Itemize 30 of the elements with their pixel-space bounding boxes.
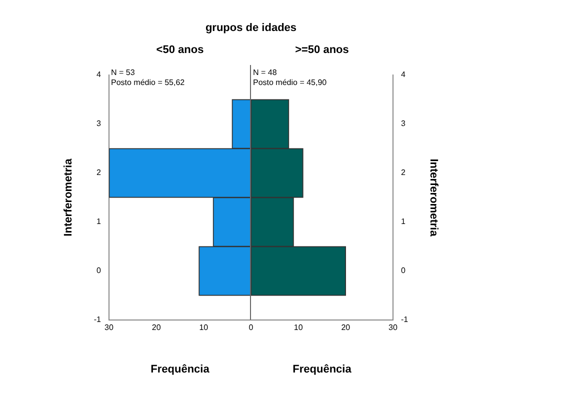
y-tick-label: 3 — [401, 119, 406, 128]
y-tick-label: -1 — [401, 315, 409, 324]
x-tick-label: 0 — [248, 323, 254, 332]
y-tick-label: 3 — [96, 119, 102, 128]
y-tick-label: -1 — [94, 315, 102, 324]
y-tick-label: 4 — [96, 70, 102, 80]
y-axis-title: Interferometria — [62, 158, 75, 236]
y-tick-label: 1 — [96, 217, 102, 226]
x-axis-title: Frequência — [150, 363, 210, 376]
x-axis-title: Frequência — [292, 363, 352, 376]
y-axis-title: Interferometria — [427, 158, 440, 238]
y-tick-label: 0 — [96, 266, 102, 276]
annotation: N = 53 — [111, 68, 136, 78]
x-tick-label: 30 — [104, 323, 114, 332]
y-tick-label: 2 — [401, 168, 406, 178]
chart-subtitle: >=50 anos — [294, 44, 350, 56]
x-tick-label: 10 — [199, 323, 209, 332]
x-tick-label: 30 — [388, 323, 398, 332]
y-tick-label: 0 — [401, 266, 406, 276]
y-tick-label: 2 — [96, 168, 102, 178]
y-tick-label: 4 — [401, 70, 406, 80]
chart-title: grupos de idades — [204, 22, 298, 34]
y-tick-label: 1 — [401, 217, 406, 226]
annotation: N = 48 — [253, 68, 278, 78]
x-tick-label: 20 — [341, 323, 351, 332]
x-tick-label: 10 — [294, 323, 304, 332]
chart-subtitle: <50 anos — [155, 44, 205, 56]
annotation: Posto médio = 45,90 — [253, 78, 328, 88]
x-tick-label: 20 — [152, 323, 162, 332]
annotation: Posto médio = 55,62 — [111, 78, 186, 88]
